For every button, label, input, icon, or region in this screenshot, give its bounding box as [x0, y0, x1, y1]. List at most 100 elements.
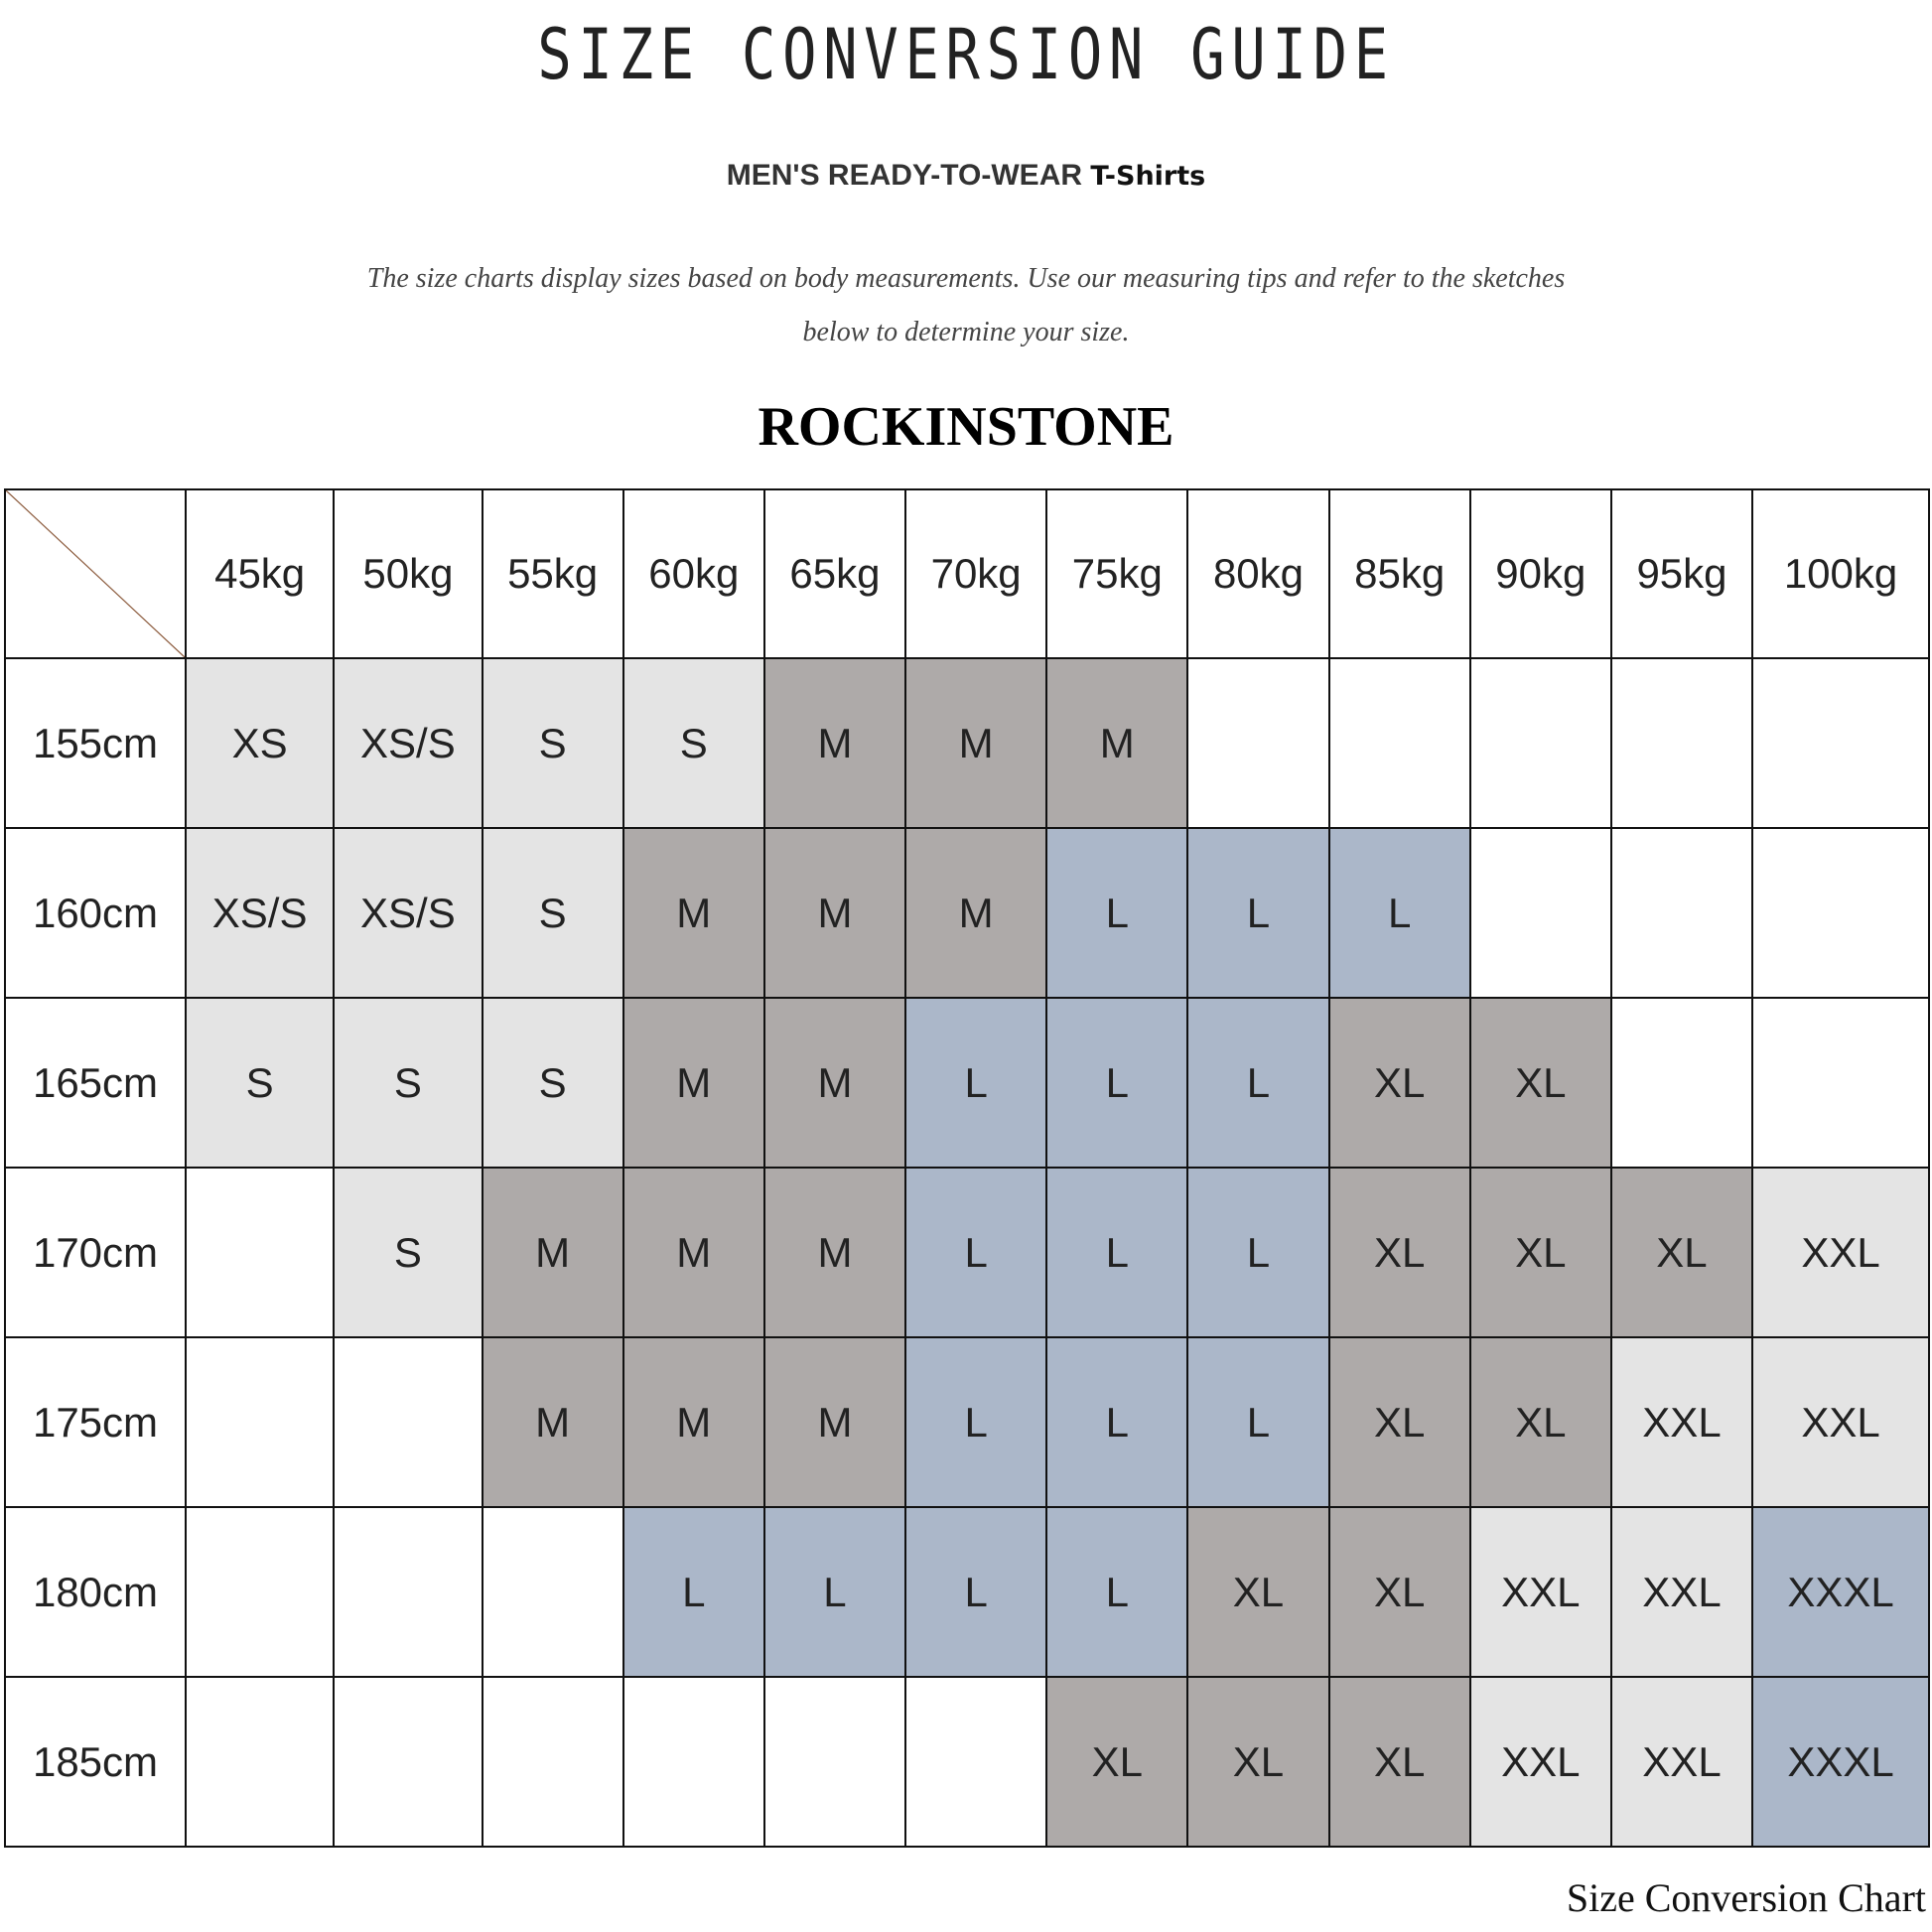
size-cell: S	[333, 1167, 483, 1338]
size-cell: XXXL	[1751, 1676, 1930, 1848]
height-label: 160cm	[4, 827, 187, 999]
subtitle-product: T-Shirts	[1090, 161, 1206, 192]
size-cell	[621, 1676, 765, 1848]
size-cell: M	[762, 827, 907, 999]
description-line: The size charts display sizes based on b…	[366, 263, 1566, 294]
brand-name: ROCKINSTONE	[758, 396, 1174, 458]
weight-header: 65kg	[762, 488, 907, 659]
size-cell: L	[1045, 1336, 1189, 1508]
weight-header: 90kg	[1468, 488, 1612, 659]
size-cell: XS	[184, 657, 336, 829]
size-cell	[1327, 657, 1471, 829]
size-cell: XL	[1327, 1506, 1471, 1678]
size-cell: M	[621, 997, 765, 1169]
weight-header: 70kg	[904, 488, 1048, 659]
size-cell: S	[333, 997, 483, 1169]
table-row: 185cm XL XL XL XXL XXL XXXL	[4, 1676, 1930, 1848]
size-cell: XL	[1327, 1336, 1471, 1508]
size-cell: L	[1186, 827, 1330, 999]
size-cell: L	[904, 1506, 1048, 1678]
size-cell	[1751, 997, 1930, 1169]
size-cell: S	[481, 657, 624, 829]
size-cell	[481, 1676, 624, 1848]
size-cell: L	[1186, 1167, 1330, 1338]
size-cell	[1751, 657, 1930, 829]
size-cell: M	[621, 827, 765, 999]
size-cell	[184, 1167, 336, 1338]
weight-header-row: 45kg 50kg 55kg 60kg 65kg 70kg 75kg 80kg 85kg 90kg…	[4, 488, 1930, 659]
size-cell: M	[481, 1167, 624, 1338]
size-cell: S	[481, 997, 624, 1169]
size-cell	[1186, 657, 1330, 829]
size-cell	[904, 1676, 1048, 1848]
size-cell: XXL	[1609, 1676, 1754, 1848]
description-line: below to determine your size.	[802, 317, 1130, 347]
size-cell: XL	[1045, 1676, 1189, 1848]
size-cell: L	[1045, 1506, 1189, 1678]
size-cell: M	[904, 827, 1048, 999]
corner-cell	[4, 488, 187, 659]
size-cell: L	[1045, 1167, 1189, 1338]
size-cell: L	[1045, 997, 1189, 1169]
size-cell: L	[904, 997, 1048, 1169]
height-label: 180cm	[4, 1506, 187, 1678]
size-cell: M	[762, 1167, 907, 1338]
size-cell	[184, 1506, 336, 1678]
size-cell: XXL	[1751, 1336, 1930, 1508]
weight-header: 85kg	[1327, 488, 1471, 659]
footer-caption: Size Conversion Chart	[1566, 1875, 1926, 1920]
size-cell: M	[762, 657, 907, 829]
weight-header: 75kg	[1045, 488, 1189, 659]
table-row: 180cm L L L L XL XL XXL XXL XXXL	[4, 1506, 1930, 1678]
size-cell: L	[1045, 827, 1189, 999]
size-cell	[1609, 657, 1754, 829]
size-cell: M	[621, 1167, 765, 1338]
height-label: 165cm	[4, 997, 187, 1169]
size-cell: L	[904, 1336, 1048, 1508]
size-cell: XL	[1186, 1506, 1330, 1678]
size-cell: XL	[1327, 1167, 1471, 1338]
subtitle: MEN'S READY-TO-WEAR T-Shirts	[0, 159, 1932, 193]
size-cell	[333, 1676, 483, 1848]
size-cell: S	[184, 997, 336, 1169]
size-cell: XXXL	[1751, 1506, 1930, 1678]
height-label: 170cm	[4, 1167, 187, 1338]
size-cell: M	[481, 1336, 624, 1508]
weight-header: 80kg	[1186, 488, 1330, 659]
size-cell: XS/S	[184, 827, 336, 999]
size-cell: M	[904, 657, 1048, 829]
size-cell: XL	[1186, 1676, 1330, 1848]
table-row: 155cm XS XS/S S S M M M	[4, 657, 1930, 829]
weight-header: 50kg	[333, 488, 483, 659]
table-row: 160cm XS/S XS/S S M M M L L L	[4, 827, 1930, 999]
diagonal-line-icon	[6, 490, 185, 657]
size-cell: XXL	[1468, 1676, 1612, 1848]
description: The size charts display sizes based on b…	[298, 252, 1634, 359]
size-cell: L	[1327, 827, 1471, 999]
size-cell	[1609, 997, 1754, 1169]
size-cell: XL	[1468, 997, 1612, 1169]
size-cell	[1468, 657, 1612, 829]
size-cell: XL	[1609, 1167, 1754, 1338]
size-cell	[1468, 827, 1612, 999]
size-cell	[481, 1506, 624, 1678]
size-cell: M	[762, 997, 907, 1169]
size-cell: S	[481, 827, 624, 999]
size-cell: XXL	[1609, 1336, 1754, 1508]
size-cell: XL	[1468, 1167, 1612, 1338]
size-cell: XS/S	[333, 827, 483, 999]
size-cell: L	[621, 1506, 765, 1678]
size-cell	[333, 1336, 483, 1508]
weight-header: 45kg	[184, 488, 336, 659]
size-cell: L	[1186, 1336, 1330, 1508]
table-row: 175cm M M M L L L XL XL XXL XXL	[4, 1336, 1930, 1508]
height-label: 155cm	[4, 657, 187, 829]
size-cell: L	[904, 1167, 1048, 1338]
size-cell: M	[1045, 657, 1189, 829]
size-cell: S	[621, 657, 765, 829]
size-cell	[1751, 827, 1930, 999]
size-cell: L	[1186, 997, 1330, 1169]
table-row: 170cm S M M M L L L XL XL XL XXL	[4, 1167, 1930, 1338]
table-row: 165cm S S S M M L L L XL XL	[4, 997, 1930, 1169]
weight-header: 95kg	[1609, 488, 1754, 659]
